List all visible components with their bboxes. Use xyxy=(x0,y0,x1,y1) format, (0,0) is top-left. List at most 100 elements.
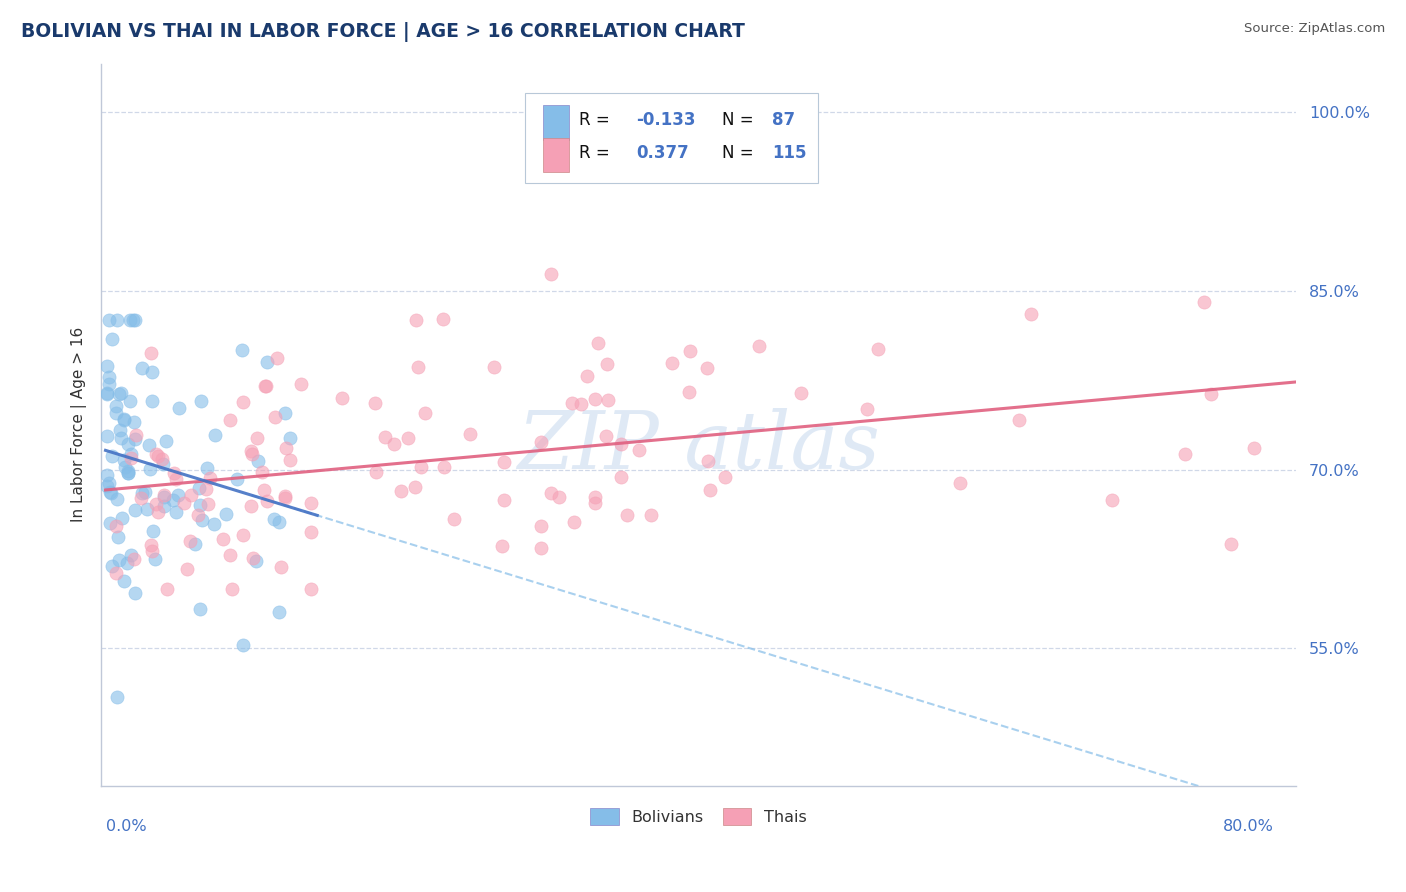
Point xyxy=(104,519,127,533)
Point xyxy=(194,482,217,496)
Point xyxy=(98,484,121,499)
Text: ZIP atlas: ZIP atlas xyxy=(517,408,880,485)
Point xyxy=(96,479,118,493)
Point xyxy=(124,503,146,517)
Point xyxy=(267,605,290,619)
Point xyxy=(148,449,170,463)
Point xyxy=(396,431,419,445)
Point xyxy=(299,495,322,509)
Point xyxy=(382,436,405,450)
Point xyxy=(162,493,184,508)
Point xyxy=(120,548,142,562)
Point xyxy=(231,343,253,358)
Point xyxy=(176,562,198,576)
Point xyxy=(96,387,118,401)
Point xyxy=(218,413,240,427)
Text: 80.0%: 80.0% xyxy=(1223,819,1274,834)
Point xyxy=(122,415,145,429)
Point xyxy=(609,469,631,483)
Point xyxy=(100,332,122,346)
Point xyxy=(253,483,276,498)
Point xyxy=(112,453,135,467)
Point xyxy=(105,566,128,581)
Text: 0.0%: 0.0% xyxy=(105,819,146,834)
Point xyxy=(330,392,353,406)
Point xyxy=(405,312,427,326)
Point xyxy=(389,483,412,498)
Point xyxy=(609,437,631,451)
Text: R =: R = xyxy=(579,112,610,129)
Point xyxy=(145,447,167,461)
Point xyxy=(415,406,437,420)
Point xyxy=(299,524,322,539)
Point xyxy=(105,313,128,327)
Point xyxy=(152,488,174,502)
Point xyxy=(101,449,124,463)
Point xyxy=(278,431,301,445)
Point xyxy=(256,493,278,508)
Point xyxy=(252,465,274,479)
Point xyxy=(120,447,142,461)
Point xyxy=(530,434,553,449)
Point xyxy=(124,313,146,327)
Point xyxy=(256,355,278,369)
Point xyxy=(274,491,297,506)
Point xyxy=(104,399,127,413)
Point xyxy=(163,467,186,481)
Point xyxy=(173,496,195,510)
Point xyxy=(1199,387,1222,401)
Point xyxy=(191,513,214,527)
Point xyxy=(269,515,291,529)
Point xyxy=(530,519,553,533)
Point xyxy=(118,313,141,327)
Point xyxy=(290,377,312,392)
Point xyxy=(254,378,277,392)
Point xyxy=(232,638,254,652)
Point xyxy=(101,559,124,574)
Point xyxy=(198,471,221,485)
Point xyxy=(640,508,662,522)
Point xyxy=(117,465,139,479)
Point xyxy=(232,528,254,542)
Point xyxy=(124,432,146,446)
Point xyxy=(264,409,287,424)
Point xyxy=(374,430,396,444)
Point xyxy=(138,438,160,452)
Point xyxy=(96,359,118,373)
Point xyxy=(696,361,718,376)
Text: Source: ZipAtlas.com: Source: ZipAtlas.com xyxy=(1244,22,1385,36)
Point xyxy=(122,313,145,327)
Point xyxy=(150,451,173,466)
Point xyxy=(948,476,970,491)
Point xyxy=(97,369,120,384)
Point xyxy=(240,446,263,460)
Point xyxy=(790,386,813,401)
Point xyxy=(1192,294,1215,309)
Point xyxy=(699,483,721,498)
Point xyxy=(131,361,153,376)
Point xyxy=(125,427,148,442)
Point xyxy=(1220,537,1243,551)
Point xyxy=(586,335,609,350)
Point xyxy=(111,511,134,525)
Text: N =: N = xyxy=(723,112,754,129)
Point xyxy=(197,461,219,475)
Point xyxy=(139,538,162,552)
Point xyxy=(263,511,285,525)
Point xyxy=(100,486,122,500)
Point xyxy=(108,423,131,437)
Point xyxy=(112,412,135,426)
Point xyxy=(141,393,163,408)
Point xyxy=(548,490,571,504)
Point xyxy=(530,541,553,555)
Point xyxy=(118,394,141,409)
Point xyxy=(115,556,138,570)
Point xyxy=(492,455,515,469)
Point xyxy=(155,434,177,449)
Point xyxy=(156,582,179,596)
Point xyxy=(96,429,118,443)
Point xyxy=(117,467,139,481)
Point xyxy=(246,431,269,445)
Text: BOLIVIAN VS THAI IN LABOR FORCE | AGE > 16 CORRELATION CHART: BOLIVIAN VS THAI IN LABOR FORCE | AGE > … xyxy=(21,22,745,42)
Point xyxy=(134,485,156,500)
